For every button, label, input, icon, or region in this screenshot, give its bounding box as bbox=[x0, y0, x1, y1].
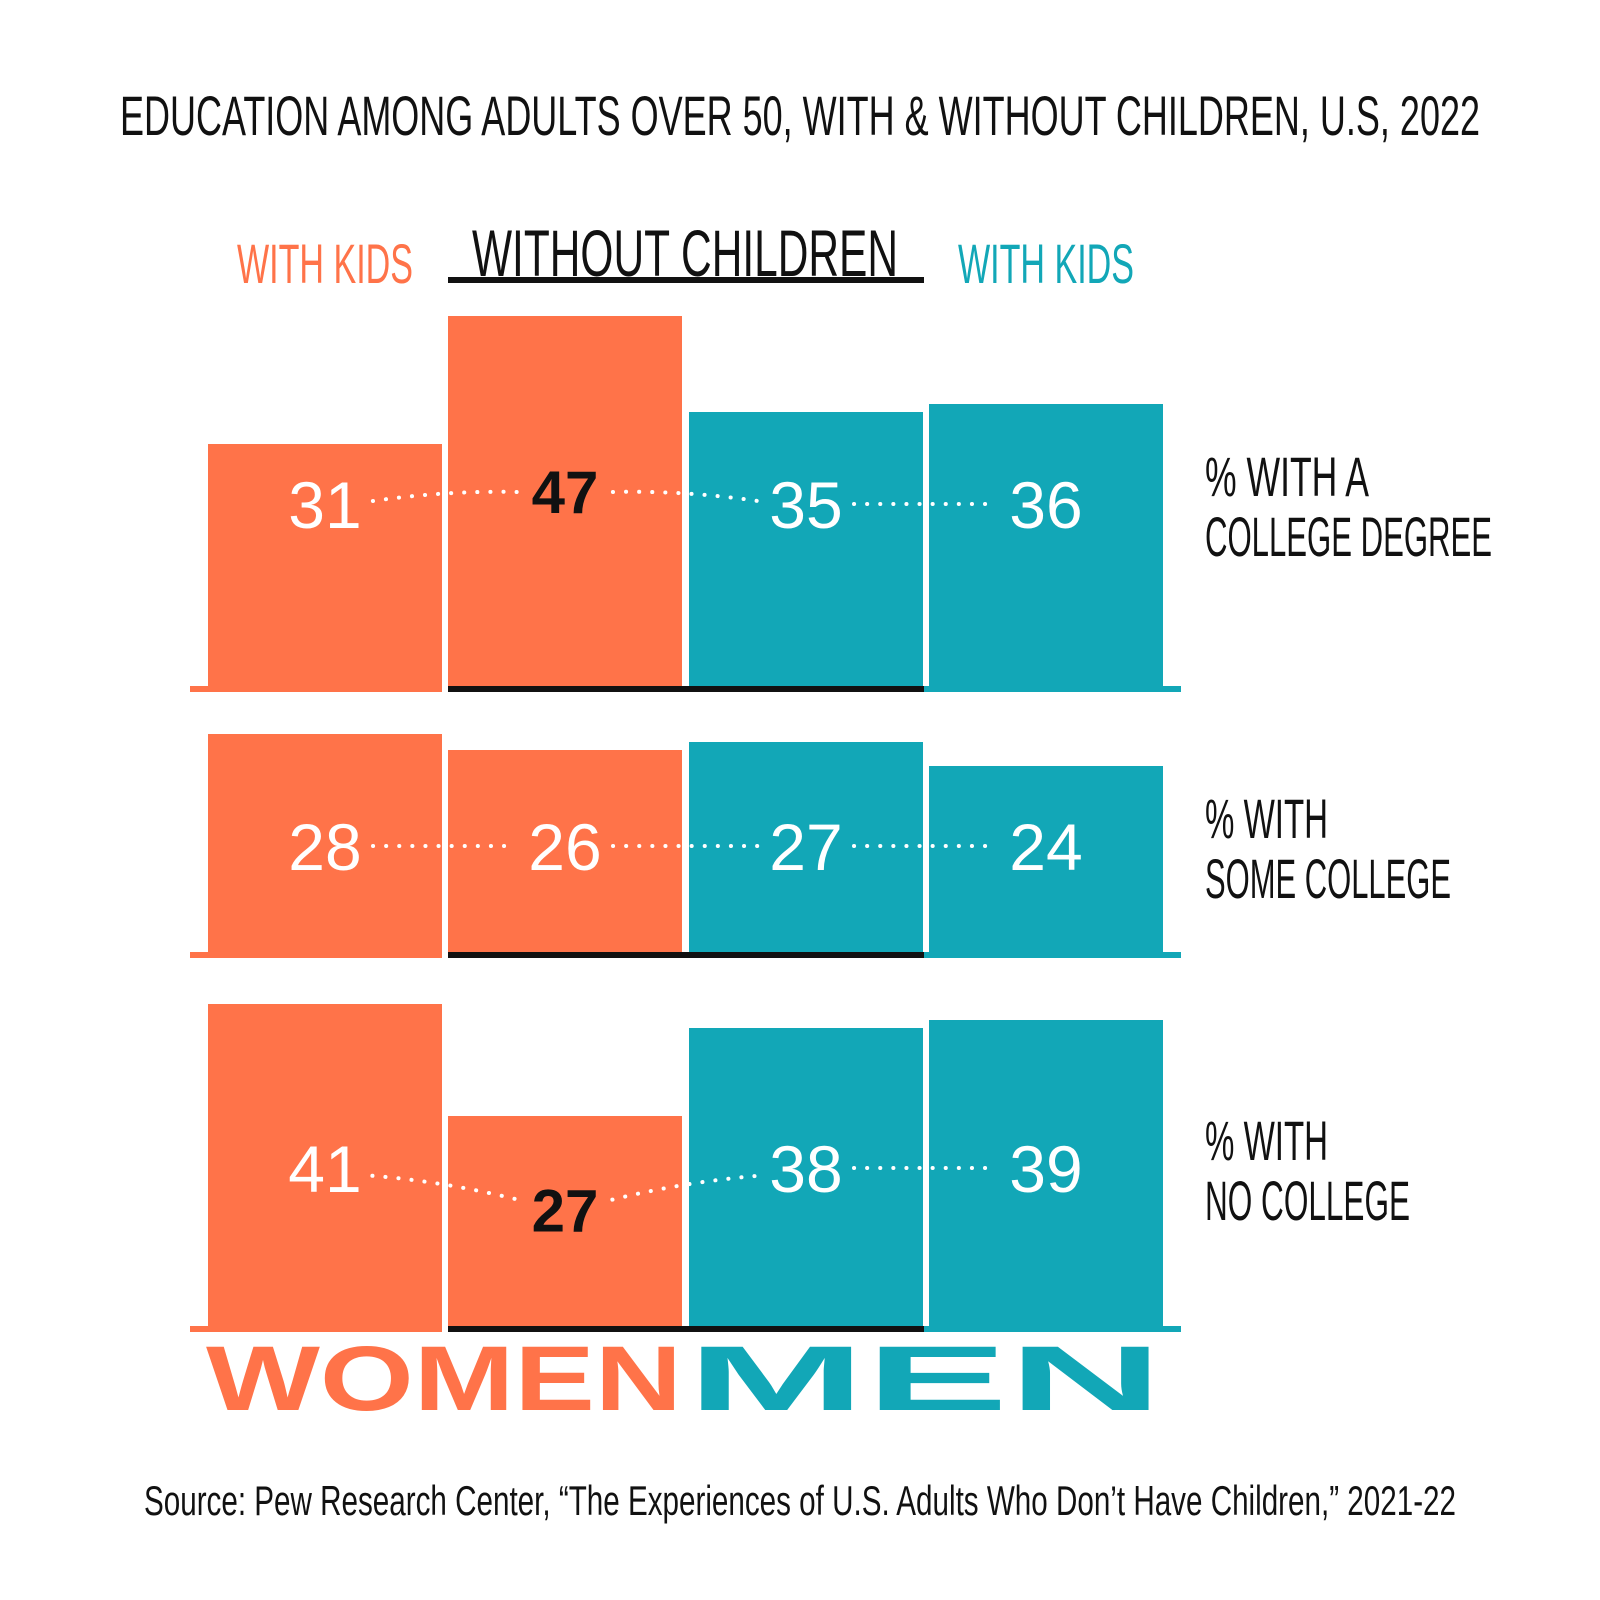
chart-title: EDUCATION AMONG ADULTS OVER 50, WITH & W… bbox=[120, 84, 1480, 147]
header-men-with-kids: WITH KIDS bbox=[958, 232, 1134, 295]
data-label-row3-col1: 41 bbox=[288, 1132, 361, 1206]
row-label-2-line1: % WITH bbox=[1205, 787, 1328, 850]
group-label-women: WOMEN bbox=[206, 1328, 682, 1430]
row-label-3-line1: % WITH bbox=[1205, 1109, 1328, 1172]
data-label-row3-col2: 27 bbox=[532, 1177, 599, 1244]
connector-row3-seg2 bbox=[610, 1173, 761, 1202]
bar-row2-col3 bbox=[689, 742, 923, 958]
bar-row3-col4 bbox=[929, 1020, 1163, 1332]
data-label-row3-col4: 39 bbox=[1009, 1132, 1082, 1206]
without-children-underline bbox=[448, 686, 924, 692]
data-label-row1-col3: 35 bbox=[769, 468, 842, 542]
group-label-men: MEN bbox=[687, 1328, 1163, 1430]
bar-row1-col3 bbox=[689, 412, 923, 692]
bar-row1-col4 bbox=[929, 404, 1163, 692]
header-women-with-kids: WITH KIDS bbox=[237, 232, 413, 295]
data-label-row3-col3: 38 bbox=[769, 1132, 842, 1206]
bar-row2-col1 bbox=[208, 734, 442, 958]
source-note: Source: Pew Research Center, “The Experi… bbox=[144, 1477, 1456, 1524]
bar-row2-col4 bbox=[929, 766, 1163, 958]
row-label-1-line2: COLLEGE DEGREE bbox=[1205, 505, 1492, 568]
data-label-row1-col2: 47 bbox=[532, 459, 599, 526]
without-children-underline bbox=[448, 1326, 924, 1332]
bar-row1-col2 bbox=[448, 316, 682, 692]
connector-row3-seg1 bbox=[370, 1173, 520, 1202]
data-label-row1-col4: 36 bbox=[1009, 468, 1082, 542]
data-label-row2-col2: 26 bbox=[528, 810, 601, 884]
data-label-row1-col1: 31 bbox=[288, 468, 361, 542]
data-label-row2-col4: 24 bbox=[1009, 810, 1082, 884]
data-label-row2-col1: 28 bbox=[288, 810, 361, 884]
data-label-row2-col3: 27 bbox=[769, 810, 842, 884]
without-children-underline bbox=[448, 952, 924, 958]
row-label-3-line2: NO COLLEGE bbox=[1205, 1169, 1410, 1232]
row-label-1-line1: % WITH A bbox=[1205, 445, 1369, 508]
bar-row3-col1 bbox=[208, 1004, 442, 1332]
row-label-2-line2: SOME COLLEGE bbox=[1205, 847, 1451, 910]
bar-row2-col2 bbox=[448, 750, 682, 958]
bar-row1-col1 bbox=[208, 444, 442, 692]
header-without-children-underline bbox=[448, 277, 924, 283]
bar-row3-col2 bbox=[448, 1116, 682, 1332]
